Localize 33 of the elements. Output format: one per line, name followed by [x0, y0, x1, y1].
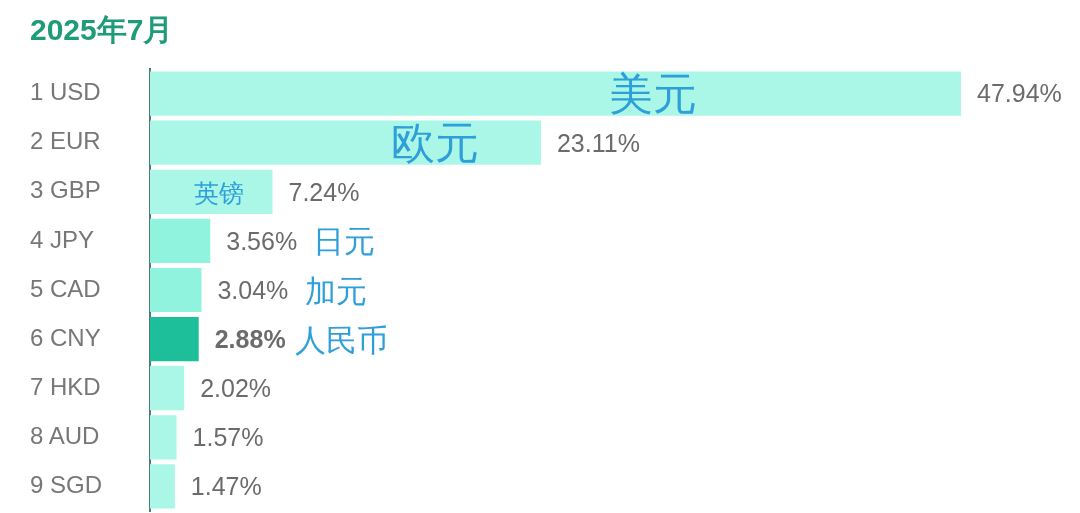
y-tick-label: 7 HKD	[30, 372, 101, 400]
data-label: 3.04%	[217, 275, 289, 304]
annotation: 英镑	[193, 178, 244, 207]
annotation: 日元	[313, 224, 376, 260]
y-tick-label: 1 USD	[30, 78, 101, 106]
bar	[150, 415, 177, 460]
data-label: 7.24%	[288, 177, 360, 206]
y-tick-label: 5 CAD	[30, 274, 101, 302]
bar	[150, 366, 185, 411]
y-tick-label: 3 GBP	[30, 176, 101, 204]
data-label: 2.88%	[214, 325, 286, 353]
y-tick-label: 8 AUD	[30, 421, 100, 449]
bar	[150, 464, 175, 509]
data-label: 2.02%	[200, 374, 272, 403]
bar	[150, 317, 199, 362]
y-tick-label: 2 EUR	[30, 127, 101, 155]
data-label: 3.56%	[226, 226, 298, 255]
data-label: 23.11%	[556, 128, 640, 157]
annotation: 欧元	[391, 117, 480, 167]
data-label: 1.57%	[192, 423, 264, 452]
y-tick-label: 4 JPY	[30, 225, 95, 253]
y-tick-label: 9 SGD	[30, 471, 103, 499]
data-label: 47.94%	[977, 79, 1062, 108]
bar	[150, 267, 202, 313]
y-tick-label: 6 CNY	[30, 323, 101, 351]
bar	[150, 218, 211, 263]
annotation: 人民币	[294, 322, 388, 358]
bar	[150, 120, 541, 165]
chart-title: 2025年7月	[30, 13, 174, 47]
annotation: 加元	[305, 273, 368, 309]
bar	[150, 71, 961, 116]
annotation: 美元	[608, 68, 697, 118]
data-label: 1.47%	[190, 472, 262, 501]
